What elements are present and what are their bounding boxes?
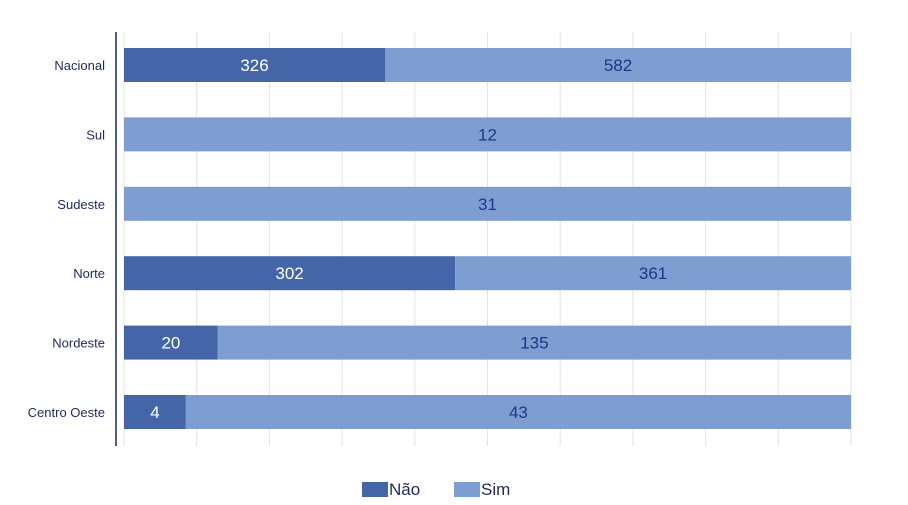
bar-segment bbox=[124, 256, 456, 291]
legend: Não Sim bbox=[362, 480, 510, 499]
bar-segment bbox=[124, 325, 218, 360]
data-label: 582 bbox=[604, 56, 632, 75]
category-labels: Nacional Sul Sudeste Norte Nordeste Centro Oe… bbox=[28, 58, 105, 420]
bar-segment bbox=[217, 325, 851, 360]
legend-swatch bbox=[362, 482, 388, 497]
bar-segment bbox=[124, 395, 186, 429]
legend-label: Não bbox=[389, 480, 420, 499]
data-label: 361 bbox=[639, 264, 667, 283]
legend-label: Sim bbox=[481, 480, 510, 499]
category-label: Nordeste bbox=[52, 336, 105, 351]
bar-segment bbox=[124, 48, 386, 82]
bar-segment bbox=[455, 256, 851, 291]
gridlines bbox=[123, 32, 852, 446]
category-label: Norte bbox=[73, 266, 105, 281]
data-label: 31 bbox=[478, 195, 497, 214]
bars: 326 582 12 31 302 361 20 135 4 43 bbox=[124, 48, 852, 429]
category-label: Nacional bbox=[54, 58, 105, 73]
data-label: 326 bbox=[240, 56, 268, 75]
bar-segment bbox=[124, 117, 851, 152]
bar-segment bbox=[185, 395, 852, 429]
data-label: 4 bbox=[150, 403, 159, 422]
data-label: 135 bbox=[520, 334, 548, 353]
legend-swatch bbox=[454, 482, 480, 497]
data-label: 20 bbox=[161, 334, 180, 353]
bar-segment bbox=[124, 186, 851, 221]
data-label: 43 bbox=[509, 403, 528, 422]
data-label: 12 bbox=[478, 125, 497, 144]
category-label: Centro Oeste bbox=[28, 405, 105, 420]
category-label: Sul bbox=[86, 127, 105, 142]
data-label: 302 bbox=[275, 264, 303, 283]
category-label: Sudeste bbox=[57, 197, 105, 212]
bar-segment bbox=[385, 48, 851, 82]
